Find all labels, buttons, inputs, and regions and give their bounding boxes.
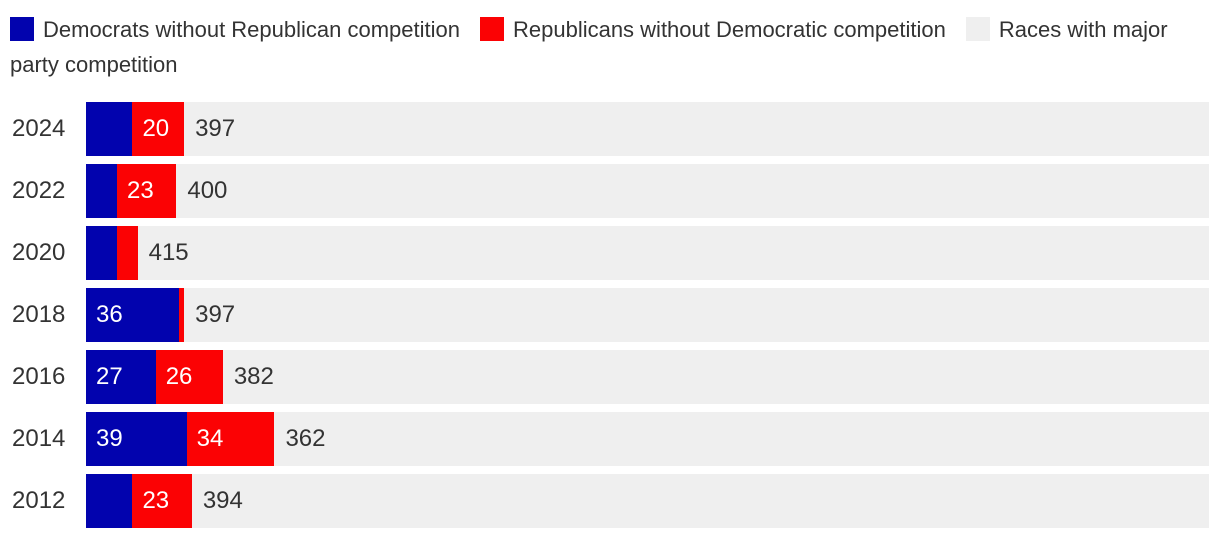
republican-segment: 23: [132, 474, 192, 528]
bar-row: 2018 36 397: [0, 288, 1220, 342]
democrat-segment: 27: [86, 350, 156, 404]
year-label: 2022: [12, 177, 66, 204]
democrat-swatch-icon: [10, 17, 34, 41]
year-label: 2016: [12, 363, 66, 390]
year-label: 2024: [12, 115, 66, 142]
segment-value-label: 26: [165, 363, 193, 390]
democrat-segment: [86, 164, 117, 218]
year-label: 2020: [12, 239, 66, 266]
bar-chart: 2024 20 397 2022 23 400 2020 415 2018 36 397 2016 27…: [0, 102, 1220, 528]
year-label: 2014: [12, 425, 66, 452]
competitive-segment: 362: [274, 412, 1209, 466]
competitive-segment: 382: [222, 350, 1209, 404]
segment-value-label: 23: [142, 487, 170, 514]
bar-row: 2014 39 34 362: [0, 412, 1220, 466]
democrat-segment: 39: [86, 412, 187, 466]
legend-label: Races with major party competition: [10, 17, 1168, 77]
bar-row: 2024 20 397: [0, 102, 1220, 156]
stacked-bar: 23 394: [86, 474, 1209, 528]
legend-label: Democrats without Republican competition: [43, 17, 460, 42]
competitive-segment: 397: [184, 102, 1209, 156]
republican-segment: 23: [116, 164, 177, 218]
total-races-label: 394: [202, 487, 243, 514]
competitive-segment: 394: [191, 474, 1209, 528]
bar-row: 2022 23 400: [0, 164, 1220, 218]
segment-value-label: 23: [126, 177, 154, 204]
competitive-segment: 397: [184, 288, 1209, 342]
stacked-bar: 39 34 362: [86, 412, 1209, 466]
stacked-bar: 20 397: [86, 102, 1209, 156]
stacked-bar: 27 26 382: [86, 350, 1209, 404]
republican-segment: 34: [186, 412, 275, 466]
democrat-segment: 36: [86, 288, 179, 342]
republican-swatch-icon: [479, 17, 504, 41]
segment-value-label: 20: [142, 115, 170, 142]
total-races-label: 397: [195, 301, 236, 328]
legend-label: Republicans without Democratic competiti…: [512, 17, 946, 42]
legend-item-democrat: Democrats without Republican competition: [10, 17, 460, 42]
republican-segment: [116, 226, 138, 280]
segment-value-label: 36: [96, 301, 123, 328]
legend-item-competitive: Races with major party competition: [10, 17, 1168, 77]
competitive-segment: 415: [137, 226, 1209, 280]
competitive-segment: 400: [176, 164, 1209, 218]
chart-legend: Democrats without Republican competition…: [0, 0, 1220, 82]
democrat-segment: [86, 474, 133, 528]
republican-segment: [178, 288, 185, 342]
democrat-segment: [86, 226, 117, 280]
total-races-label: 397: [195, 115, 236, 142]
segment-value-label: 34: [196, 425, 224, 452]
segment-value-label: 39: [96, 425, 123, 452]
total-races-label: 400: [187, 177, 228, 204]
democrat-segment: [86, 102, 133, 156]
stacked-bar: 36 397: [86, 288, 1209, 342]
bar-row: 2016 27 26 382: [0, 350, 1220, 404]
bar-row: 2012 23 394: [0, 474, 1220, 528]
competitive-swatch-icon: [965, 17, 990, 41]
segment-value-label: 27: [96, 363, 123, 390]
stacked-bar: 415: [86, 226, 1209, 280]
stacked-bar: 23 400: [86, 164, 1209, 218]
total-races-label: 362: [285, 425, 326, 452]
republican-segment: 26: [155, 350, 223, 404]
legend-item-republican: Republicans without Democratic competiti…: [479, 17, 946, 42]
republican-segment: 20: [132, 102, 185, 156]
year-label: 2018: [12, 301, 66, 328]
year-label: 2012: [12, 487, 66, 514]
bar-row: 2020 415: [0, 226, 1220, 280]
total-races-label: 382: [233, 363, 274, 390]
total-races-label: 415: [148, 239, 189, 266]
